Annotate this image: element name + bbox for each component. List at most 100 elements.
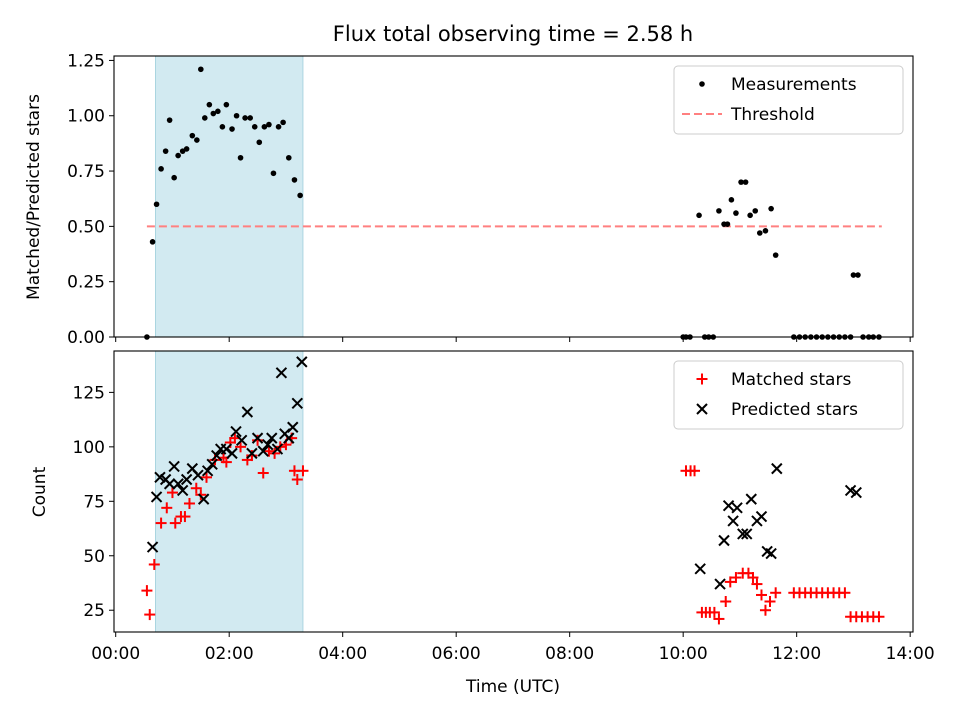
predicted-star-point (257, 445, 269, 457)
x-b (201, 465, 214, 477)
x-b (251, 432, 264, 444)
count-y-axis-ticks: 25 50 75 100 125 (73, 383, 114, 621)
predicted-star-point (180, 473, 193, 486)
matched-star-point (141, 585, 153, 597)
measurement-point (166, 117, 173, 123)
measurement-point (285, 154, 292, 161)
x-b (266, 432, 278, 444)
x-b (694, 563, 706, 575)
predicted-star-point (266, 432, 278, 444)
matched-star-point (183, 497, 195, 509)
predicted-star-point (737, 528, 749, 540)
x-b (714, 578, 726, 590)
measurement-point (266, 121, 272, 128)
predicted-star-point (296, 356, 308, 368)
matched-star-point (689, 465, 701, 477)
measurement-point (162, 148, 169, 154)
measurement-point (696, 212, 702, 219)
legend-box (673, 65, 904, 135)
x-b (718, 534, 730, 547)
measurement-point (261, 124, 268, 130)
x-b (722, 499, 735, 512)
matched-star-point (770, 587, 782, 599)
x-tick-label: 06:00 (432, 644, 481, 664)
matched-star-point (190, 482, 202, 494)
measurement-point (742, 179, 749, 185)
legend-box (673, 360, 904, 430)
predicted-star-point (146, 541, 159, 553)
measurement-point (270, 170, 277, 177)
ratio-x-axis-ticks (115, 337, 911, 342)
measurement-point (256, 139, 263, 146)
x-b (211, 449, 223, 462)
measurement-point (728, 197, 735, 203)
matched-star-point (751, 578, 763, 590)
measurement-point (275, 124, 282, 130)
matched-star-point (720, 596, 732, 608)
predicted-star-point (271, 443, 284, 455)
matched-star-point (179, 511, 191, 523)
measurement-point (242, 115, 248, 121)
predicted-star-point (150, 491, 163, 503)
x-b (257, 445, 269, 457)
matched-star-point (873, 611, 885, 623)
measurement-point (280, 119, 286, 126)
predicted-star-point (765, 547, 777, 560)
x-b (150, 491, 163, 503)
measurement-point (206, 101, 213, 108)
x-tick-label: 08:00 (545, 644, 594, 664)
measurement-point (229, 126, 235, 132)
x-b (844, 484, 857, 497)
predicted-star-point (745, 493, 757, 505)
legend-marker-x (696, 403, 708, 415)
measurement-point (237, 154, 244, 161)
measurement-point (747, 212, 753, 219)
measurement-point (716, 208, 722, 214)
predicted-star-point (251, 432, 264, 444)
measurement-point (215, 108, 221, 115)
predicted-star-point (163, 478, 176, 490)
matched-star-point (764, 596, 776, 608)
y-tick-label: 1.25 (67, 51, 105, 71)
matched-stars-points (141, 432, 885, 625)
measurement-point (171, 174, 177, 181)
matched-star-point (724, 576, 736, 588)
predicted-star-point (741, 528, 753, 540)
x-b (731, 502, 743, 514)
x-b (745, 493, 757, 505)
matched-star-point (235, 441, 247, 453)
x-b (291, 397, 304, 409)
x-b (226, 447, 238, 460)
measurement-point (223, 101, 230, 108)
matched-star-point (252, 434, 264, 446)
x-tick-label: 14:00 (886, 644, 935, 664)
predicted-star-point (722, 499, 735, 512)
predicted-star-point (275, 367, 288, 379)
x-b (168, 460, 180, 473)
x-b (850, 486, 862, 499)
predicted-stars-points (146, 356, 862, 590)
predicted-star-point (226, 447, 238, 460)
ratio-y-axis-ticks: 0.00 0.25 0.50 0.75 1.00 1.25 (67, 51, 114, 348)
x-b (180, 473, 193, 486)
measurement-point (198, 66, 204, 73)
shaded-span (155, 350, 304, 633)
matched-star-point (730, 572, 742, 584)
matched-star-point (759, 604, 771, 616)
predicted-star-point (192, 469, 204, 481)
predicted-star-point (287, 421, 299, 433)
measurement-point (738, 179, 744, 185)
x-b (241, 406, 254, 418)
ratio-legend: Measurements Threshold (673, 65, 904, 135)
x-b (271, 443, 284, 455)
x-b (206, 458, 218, 470)
x-tick-label: 02:00 (205, 644, 254, 664)
measurement-point (158, 166, 164, 172)
measurement-point (768, 205, 774, 212)
predicted-star-point (172, 478, 184, 490)
legend-marker-plus (696, 373, 708, 385)
count-panel: 25 50 75 100 125 00:00 02:00 04:00 06:00 08:00 10… (30, 350, 935, 697)
count-y-axis-label: Count (30, 466, 50, 517)
matched-star-point (755, 589, 767, 601)
shaded-span (155, 55, 304, 338)
